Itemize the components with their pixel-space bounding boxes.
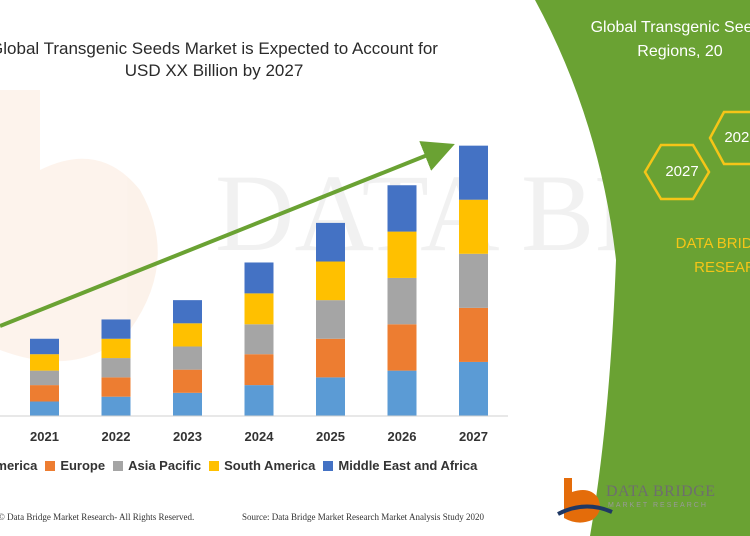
x-tick-label-2026: 2026 [388, 429, 417, 444]
bar-segment-2025-0 [316, 377, 345, 416]
bar-segment-2022-2 [101, 358, 131, 378]
legend-swatch [113, 460, 124, 471]
logo-swoosh [557, 504, 613, 516]
logo-name: DATA BRIDGE [606, 483, 716, 500]
bar-segment-2021-4 [30, 338, 59, 355]
logo-b-shape [564, 478, 600, 523]
bar-segment-2027-1 [459, 307, 488, 362]
legend-label: Europe [60, 458, 106, 473]
bar-segment-2025-2 [316, 300, 345, 339]
legend-item-asia-pacific: Asia Pacific [113, 458, 201, 473]
bar-segment-2025-1 [316, 338, 345, 378]
bar-segment-2026-3 [387, 231, 417, 278]
bar-segment-2023-1 [173, 369, 202, 393]
source-text: Source: Data Bridge Market Research Mark… [242, 512, 484, 522]
logo-tagline: MARKET RESEARCH [608, 502, 708, 509]
bar-segment-2021-3 [30, 354, 59, 371]
bar-segment-2023-2 [173, 346, 202, 370]
x-tick-labels: 2021 2022 2023 2024 2025 2026 2027 [30, 429, 488, 444]
bar-segment-2026-4 [387, 185, 417, 232]
x-tick-label-2024: 2024 [245, 429, 275, 444]
bar-segment-2024-0 [244, 385, 274, 416]
legend-item-europe: Europe [45, 458, 105, 473]
x-tick-label-2022: 2022 [102, 429, 131, 444]
bar-segment-2027-0 [459, 361, 488, 416]
hexagon-2027 [643, 143, 711, 201]
panel-title: Global Transgenic Seeds Regions, 20 [560, 16, 750, 64]
legend-label: Asia Pacific [128, 458, 202, 473]
hex-label-2020: 2020 [724, 129, 750, 146]
watermark-logo-shape [0, 90, 158, 362]
legend-item-south-america: South America [209, 458, 315, 473]
bar-segment-2027-3 [459, 199, 488, 254]
legend-label: South America [224, 458, 316, 473]
x-tick-label-2023: 2023 [173, 429, 202, 444]
bar-segment-2026-1 [387, 324, 417, 371]
bar-segment-2024-3 [244, 293, 274, 325]
bar-segment-2026-0 [387, 370, 417, 416]
bar-segment-2023-0 [173, 392, 202, 416]
panel-brand-line-2: RESEAR [694, 259, 750, 276]
logo-icon [557, 478, 613, 523]
bar-segment-2021-2 [30, 370, 59, 386]
hex-label-2027: 2027 [665, 163, 699, 180]
bar-segment-2025-4 [316, 222, 345, 262]
bar-segment-2022-3 [101, 338, 131, 359]
bar-segment-2024-1 [244, 354, 274, 386]
legend-swatch [209, 460, 220, 471]
bar-segment-2027-4 [459, 145, 488, 200]
bar-segment-2025-3 [316, 261, 345, 301]
legend-item-middle-east-africa: Middle East and Africa [323, 458, 477, 473]
bar-segment-2023-4 [173, 300, 202, 324]
bars-group [30, 145, 488, 416]
legend: America Europe Asia Pacific South Americ… [0, 458, 526, 473]
panel-brand-line-1: DATA BRIDGE [675, 235, 750, 252]
bar-segment-2022-0 [101, 396, 131, 416]
copyright-text: © Data Bridge Market Research- All Right… [0, 512, 195, 522]
bar-segment-2021-1 [30, 385, 59, 402]
panel-brand: DATA BRIDGE RESEAR [630, 232, 750, 280]
legend-label: Middle East and Africa [338, 458, 478, 473]
legend-label: America [0, 458, 38, 473]
bar-segment-2021-0 [30, 401, 59, 416]
legend-swatch [323, 460, 334, 471]
x-tick-label-2027: 2027 [459, 429, 488, 444]
bar-segment-2024-2 [244, 324, 274, 355]
hexagon-2020 [708, 110, 750, 166]
panel-title-line-2: Regions, 20 [637, 43, 723, 60]
legend-item-north-america: America [0, 458, 37, 473]
x-tick-label-2021: 2021 [30, 429, 59, 444]
bar-segment-2022-1 [101, 377, 131, 397]
chart-title: Global Transgenic Seeds Market is Expect… [0, 39, 438, 80]
bar-segment-2023-3 [173, 323, 202, 347]
trend-arrow [0, 141, 455, 328]
bar-segment-2027-2 [459, 253, 488, 308]
legend-swatch [45, 460, 56, 471]
x-tick-label-2025: 2025 [316, 429, 345, 444]
panel-title-line-1: Global Transgenic Seeds [590, 19, 750, 36]
side-panel [535, 0, 750, 536]
bar-segment-2024-4 [244, 262, 274, 294]
bar-segment-2022-4 [101, 319, 131, 339]
bar-segment-2026-2 [387, 277, 417, 325]
